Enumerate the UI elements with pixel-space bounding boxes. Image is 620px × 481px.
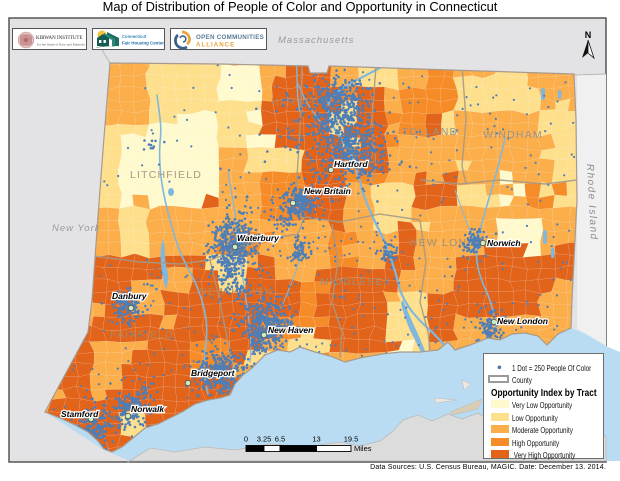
svg-text:N: N xyxy=(585,30,592,40)
svg-text:New Haven: New Haven xyxy=(268,325,313,335)
svg-text:Massachusetts: Massachusetts xyxy=(278,35,354,46)
svg-text:Norwalk: Norwalk xyxy=(131,404,165,414)
svg-text:LITCHFIELD: LITCHFIELD xyxy=(130,169,202,181)
svg-text:Waterbury: Waterbury xyxy=(237,233,280,243)
svg-text:Hartford: Hartford xyxy=(334,159,368,169)
svg-text:NEW HAVEN: NEW HAVEN xyxy=(199,286,273,298)
svg-text:WINDHAM: WINDHAM xyxy=(483,129,543,141)
svg-text:Danbury: Danbury xyxy=(112,291,148,301)
svg-text:New Britain: New Britain xyxy=(304,186,351,196)
svg-text:FAIRFIELD: FAIRFIELD xyxy=(110,329,174,341)
svg-text:New London: New London xyxy=(497,316,548,326)
svg-text:TOLLAND: TOLLAND xyxy=(402,126,459,138)
svg-text:Norwich: Norwich xyxy=(487,238,521,248)
svg-text:New York: New York xyxy=(52,223,101,234)
svg-text:MIDDLESEX: MIDDLESEX xyxy=(320,276,391,288)
svg-text:Bridgeport: Bridgeport xyxy=(191,368,236,378)
svg-text:Stamford: Stamford xyxy=(61,409,99,419)
